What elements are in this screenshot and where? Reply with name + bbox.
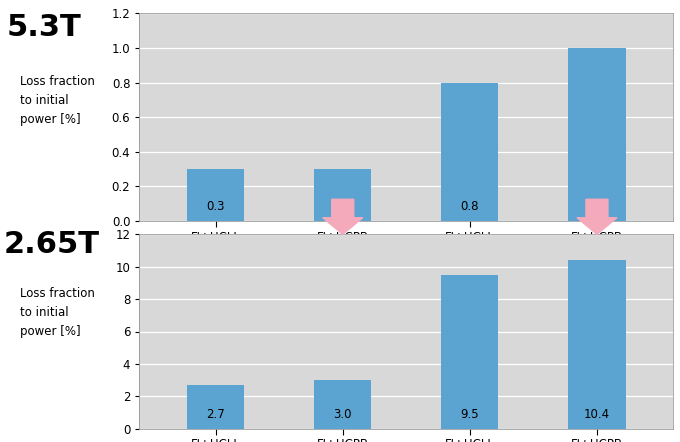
Text: 0.3: 0.3	[207, 200, 225, 213]
Bar	[187, 385, 244, 429]
Bar	[314, 169, 371, 221]
Bar	[441, 275, 498, 429]
Text: Loss fraction
to initial
power [%]: Loss fraction to initial power [%]	[20, 287, 95, 338]
Text: 2.65T: 2.65T	[3, 230, 99, 259]
FancyArrow shape	[323, 199, 362, 234]
Text: 1.0: 1.0	[588, 200, 607, 213]
Text: 10.4: 10.4	[584, 408, 610, 421]
Text: 2.7: 2.7	[206, 408, 225, 421]
Text: 0.8: 0.8	[460, 200, 479, 213]
Bar	[314, 380, 371, 429]
Text: 0.3: 0.3	[333, 200, 352, 213]
Text: 5.3T: 5.3T	[7, 13, 82, 42]
Text: Loss fraction
to initial
power [%]: Loss fraction to initial power [%]	[20, 75, 95, 126]
Bar	[568, 48, 626, 221]
Bar	[187, 169, 244, 221]
Bar	[568, 260, 626, 429]
FancyArrow shape	[577, 199, 617, 234]
Bar	[441, 83, 498, 221]
Text: 3.0: 3.0	[333, 408, 352, 421]
Text: 9.5: 9.5	[460, 408, 479, 421]
